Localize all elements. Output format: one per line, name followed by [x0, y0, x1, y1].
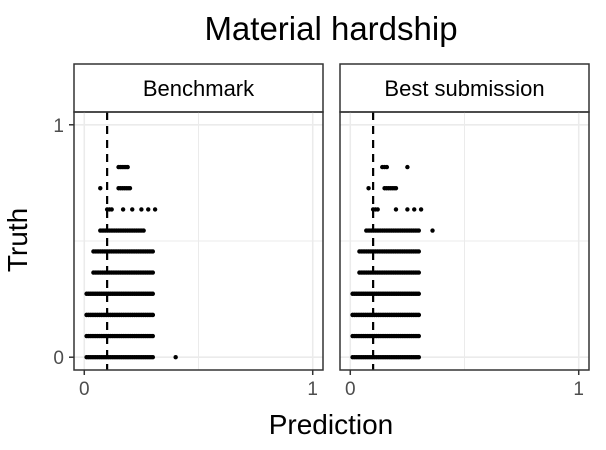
facet-panels: Benchmark 0 1 0 1 Best submission 0 1 — [53, 63, 590, 400]
facet-strip-label: Best submission — [384, 76, 544, 101]
data-point — [150, 270, 156, 275]
y-tick-label: 0 — [53, 348, 64, 369]
data-point — [393, 207, 399, 212]
x-tick-label: 1 — [307, 379, 318, 400]
data-point — [418, 207, 424, 212]
data-point — [127, 186, 133, 191]
data-point — [416, 249, 422, 254]
data-point — [109, 207, 114, 212]
data-point — [416, 333, 422, 339]
data-point — [150, 355, 156, 360]
panel-border — [339, 111, 590, 371]
data-point — [146, 207, 151, 212]
data-point — [120, 207, 126, 212]
data-point — [139, 207, 144, 212]
data-point — [150, 333, 156, 339]
data-point — [130, 207, 135, 212]
x-tick-label: 1 — [573, 379, 584, 400]
data-point — [141, 228, 146, 233]
facet-strip-label: Benchmark — [143, 76, 255, 101]
facet-panel: Benchmark 0 1 0 1 — [53, 63, 324, 400]
data-point — [416, 228, 422, 233]
data-point — [173, 355, 178, 360]
panel-border — [73, 111, 324, 371]
data-point — [125, 164, 130, 170]
chart-title: Material hardship — [204, 10, 457, 47]
data-point — [98, 186, 103, 191]
x-tick-label: 0 — [79, 379, 90, 400]
data-point — [430, 228, 435, 233]
data-point — [416, 291, 422, 296]
facet-strip — [339, 63, 590, 113]
point-group — [84, 164, 178, 360]
data-point — [416, 270, 422, 275]
x-axis-title: Prediction — [269, 409, 394, 440]
data-point — [405, 207, 410, 212]
data-point — [384, 164, 390, 170]
data-point — [405, 164, 410, 170]
point-group — [350, 164, 435, 360]
data-point — [416, 355, 422, 360]
data-point — [150, 249, 156, 254]
data-point — [150, 312, 156, 318]
data-point — [375, 207, 380, 212]
data-point — [393, 186, 399, 191]
data-point — [412, 207, 417, 212]
y-tick-label: 1 — [53, 116, 64, 137]
data-point — [416, 312, 422, 318]
data-point — [152, 207, 158, 212]
facet-strip — [73, 63, 324, 113]
facet-panel: Best submission 0 1 — [339, 63, 590, 400]
x-tick-label: 0 — [345, 379, 356, 400]
data-point — [150, 291, 156, 296]
data-point — [366, 186, 371, 191]
y-axis-title: Truth — [2, 208, 33, 272]
